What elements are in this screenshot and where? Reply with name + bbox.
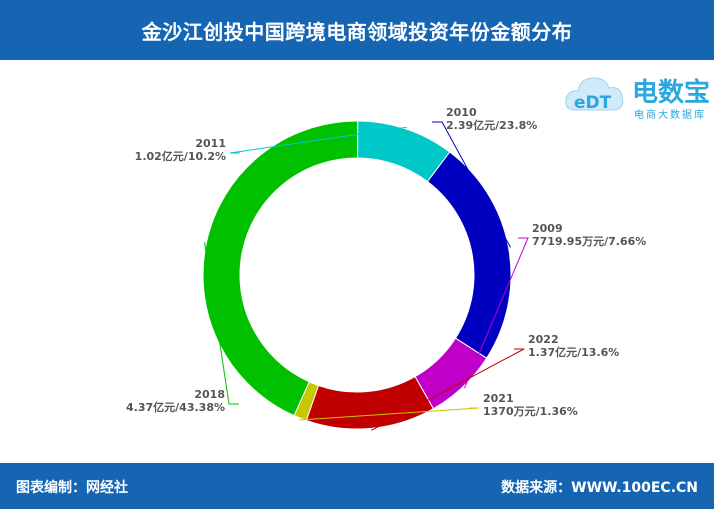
- slice-label-2009-year: 2009: [532, 222, 563, 235]
- slice-label-2018-value: 4.37亿元/43.38%: [126, 400, 225, 414]
- slice-label-2021-value: 1370万元/1.36%: [483, 405, 578, 418]
- logo-main-text: 电数宝: [632, 78, 711, 108]
- leader-line-2010: [432, 121, 511, 248]
- leader-line-2018: [204, 241, 239, 405]
- logo-badge: eDT: [574, 93, 612, 113]
- footer-editor: 图表编制：网经社: [16, 480, 128, 496]
- logo-sub-text: 电商大数据库: [634, 110, 706, 121]
- donut-slice-2022: [305, 375, 435, 430]
- slice-label-2021-year: 2021: [483, 392, 514, 405]
- chart-title: 金沙江创投中国跨境电商领域投资年份金额分布: [0, 0, 714, 60]
- slice-label-2010-year: 2010: [446, 106, 477, 119]
- slice-label-2022-value: 1.37亿元/13.6%: [528, 345, 619, 359]
- leader-line-2022: [371, 348, 525, 431]
- leader-line-2021: [299, 407, 480, 421]
- slice-label-2009-value: 7719.95万元/7.66%: [532, 235, 646, 248]
- brand-logo: eDT 电数宝 电商大数据库: [562, 66, 712, 126]
- donut-slice-2018: [202, 120, 359, 417]
- leader-line-2009: [463, 237, 529, 389]
- slice-label-2010-value: 2.39亿元/23.8%: [446, 118, 537, 132]
- slice-label-2011-value: 1.02亿元/10.2%: [135, 149, 226, 163]
- leader-line-2011: [229, 126, 407, 154]
- slice-label-2022-year: 2022: [528, 333, 559, 346]
- cloud-logo-icon: eDT: [565, 77, 624, 113]
- donut-chart: 2010 2.39亿元/23.8% 2009 7719.95万元/7.66% 2…: [126, 106, 646, 431]
- footer-bar: 图表编制：网经社 数据来源：WWW.100EC.CN: [0, 463, 714, 509]
- donut-slice-2011: [357, 120, 451, 183]
- slice-label-2011-year: 2011: [195, 137, 226, 150]
- donut-slice-2010: [426, 151, 512, 359]
- leader-lines: [204, 121, 529, 431]
- footer-source: 数据来源：WWW.100EC.CN: [501, 480, 698, 496]
- slice-label-2018-year: 2018: [194, 388, 225, 401]
- donut-slices: [202, 120, 512, 430]
